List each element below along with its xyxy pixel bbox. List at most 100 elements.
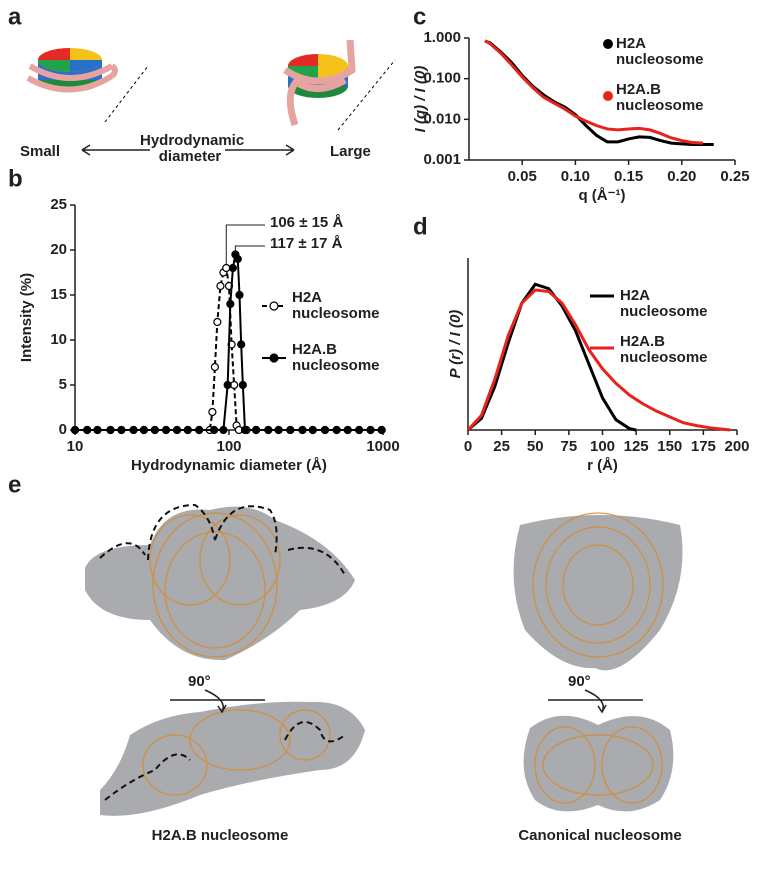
legend-marker (603, 39, 613, 49)
x-tick-label: 0.15 (614, 168, 643, 185)
large-label: Large (330, 143, 371, 160)
data-point (308, 425, 317, 435)
annotation: 106 ± 15 Å (270, 214, 343, 231)
rotation-arrow (170, 689, 265, 714)
legend-label: H2A.B nucleosome (620, 333, 708, 366)
rotation-arrow (548, 689, 643, 714)
x-tick-label: 0.10 (561, 168, 590, 185)
series-line (466, 288, 731, 432)
x-axis-title: q (Å⁻¹) (578, 187, 625, 204)
x-axis-title: Hydrodynamic diameter (Å) (131, 457, 327, 474)
panel-label: a (8, 3, 22, 30)
y-tick-label: 20 (50, 241, 67, 258)
data-point (233, 254, 242, 264)
y-tick-label: 1.000 (423, 29, 461, 46)
panel-label: b (8, 165, 23, 192)
canonical-side-view (523, 715, 674, 812)
legend-label: H2A nucleosome (292, 289, 380, 322)
h2ab-top-view (85, 503, 355, 661)
data-point (106, 425, 115, 435)
x-tick-label: 0.20 (667, 168, 696, 185)
axis-label: Hydrodynamic diameter (140, 132, 245, 165)
data-point (195, 425, 204, 435)
legend-label: H2A nucleosome (616, 35, 704, 68)
data-point (238, 380, 247, 390)
data-point (222, 263, 231, 273)
x-tick-label: 0.25 (720, 168, 749, 185)
y-tick-label: 5 (59, 376, 67, 393)
data-point (183, 425, 192, 435)
data-point (252, 425, 261, 435)
y-tick-label: 15 (50, 286, 67, 303)
data-point (320, 425, 330, 435)
data-point (343, 425, 352, 435)
data-point (216, 281, 225, 291)
h2ab-side-view (100, 701, 365, 816)
x-tick-label: 150 (657, 438, 682, 455)
data-point (208, 407, 217, 417)
legend-marker (603, 91, 613, 101)
panel-label: d (413, 213, 428, 240)
data-point (161, 425, 171, 435)
data-point (235, 290, 244, 300)
x-tick-label: 50 (527, 438, 544, 455)
series-line (484, 39, 704, 145)
data-point (237, 340, 246, 349)
caption: Canonical nucleosome (518, 827, 681, 844)
x-tick-label: 0 (464, 438, 472, 455)
data-point (264, 425, 273, 435)
data-point (366, 425, 375, 435)
small-nucleosome-icon (26, 48, 149, 123)
y-tick-label: 0.001 (423, 151, 461, 168)
canonical-top-view (513, 512, 683, 671)
series-line (467, 282, 637, 432)
annotation: 117 ± 17 Å (270, 235, 343, 252)
small-label: Small (20, 143, 60, 160)
data-point (377, 425, 386, 435)
size-arrows (81, 144, 295, 156)
x-tick-label: 200 (724, 438, 749, 455)
x-tick-label: 175 (691, 438, 716, 455)
data-point (226, 299, 235, 309)
annotation-leader (234, 245, 265, 251)
x-tick-label: 0.05 (508, 168, 537, 185)
data-point (139, 425, 148, 435)
caption: H2A.B nucleosome (152, 827, 289, 844)
data-point (210, 362, 220, 372)
data-point (274, 425, 283, 435)
data-point (228, 263, 237, 273)
data-point (150, 425, 159, 435)
x-tick-label: 100 (216, 438, 241, 455)
x-tick-label: 100 (590, 438, 615, 455)
panel-label: e (8, 471, 21, 498)
x-axis-title: r (Å) (587, 457, 618, 474)
data-point (209, 425, 219, 435)
legend-marker (269, 353, 279, 363)
y-axis-title: I (q) / I (0) (412, 66, 429, 133)
rotation-label: 90° (188, 673, 211, 690)
data-point (83, 425, 92, 435)
rotation-label: 90° (568, 673, 591, 690)
x-tick-label: 10 (67, 438, 84, 455)
data-point (213, 317, 222, 327)
x-tick-label: 125 (624, 438, 649, 455)
x-tick-label: 75 (561, 438, 578, 455)
data-point (355, 425, 364, 435)
y-axis-title: Intensity (%) (18, 273, 35, 362)
y-tick-label: 0.100 (423, 70, 461, 87)
data-point (332, 425, 341, 435)
data-point (219, 425, 228, 435)
y-tick-label: 0.010 (423, 110, 461, 127)
legend-label: H2A nucleosome (620, 287, 708, 320)
annotation-leader (225, 224, 265, 264)
legend-label: H2A.B nucleosome (292, 341, 380, 374)
large-nucleosome-icon (283, 39, 396, 131)
y-tick-label: 25 (50, 196, 67, 213)
data-point (129, 425, 138, 435)
data-point (223, 380, 232, 390)
y-tick-label: 10 (50, 331, 67, 348)
legend-marker (269, 301, 279, 311)
data-point (286, 425, 295, 435)
